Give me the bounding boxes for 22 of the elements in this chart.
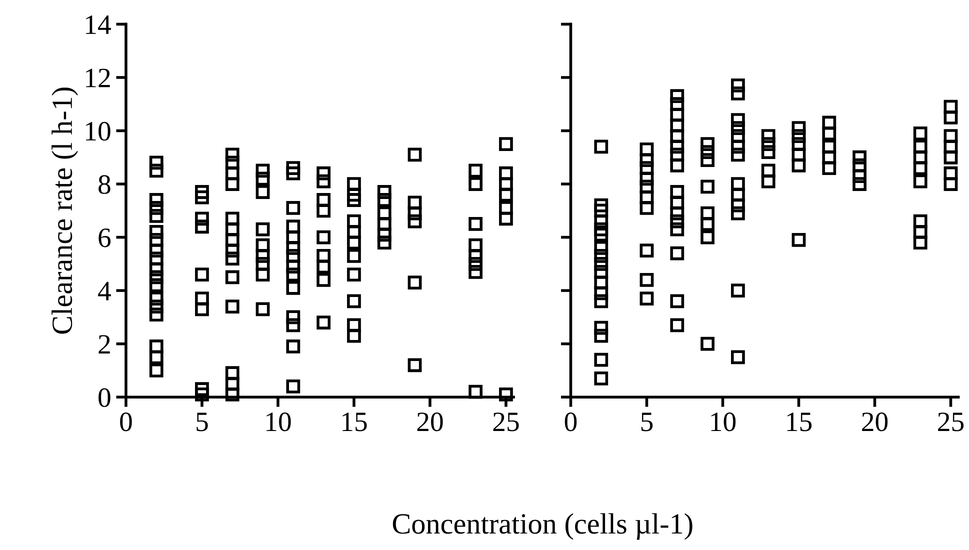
x-tick-label: 20 [417, 412, 443, 432]
y-axis-title: Clearance rate (l h-1) [52, 88, 78, 334]
y-tick-label: 2 [98, 335, 110, 354]
x-tick-label: 10 [266, 412, 291, 432]
y-tick-label: 0 [98, 388, 110, 408]
y-tick-label: 10 [86, 122, 110, 141]
x-tick-label: 25 [493, 412, 519, 432]
x-tick-label: 0 [564, 412, 577, 432]
y-tick-label: 12 [86, 68, 110, 88]
x-tick-label: 10 [711, 412, 736, 432]
y-tick-label: 6 [98, 228, 111, 248]
x-tick-label: 5 [196, 412, 208, 432]
x-tick-label: 25 [938, 412, 964, 432]
y-tick-label: 14 [86, 16, 111, 34]
y-tick-label: 4 [98, 282, 111, 300]
x-tick-label: 15 [342, 412, 367, 432]
x-tick-label: 5 [641, 412, 653, 432]
y-tick-label: 8 [98, 175, 110, 194]
x-tick-label: 0 [120, 412, 132, 432]
x-tick-label: 15 [787, 412, 812, 432]
x-axis-title: Concentration (cells µl-1) [392, 513, 692, 540]
x-tick-label: 20 [862, 412, 888, 432]
